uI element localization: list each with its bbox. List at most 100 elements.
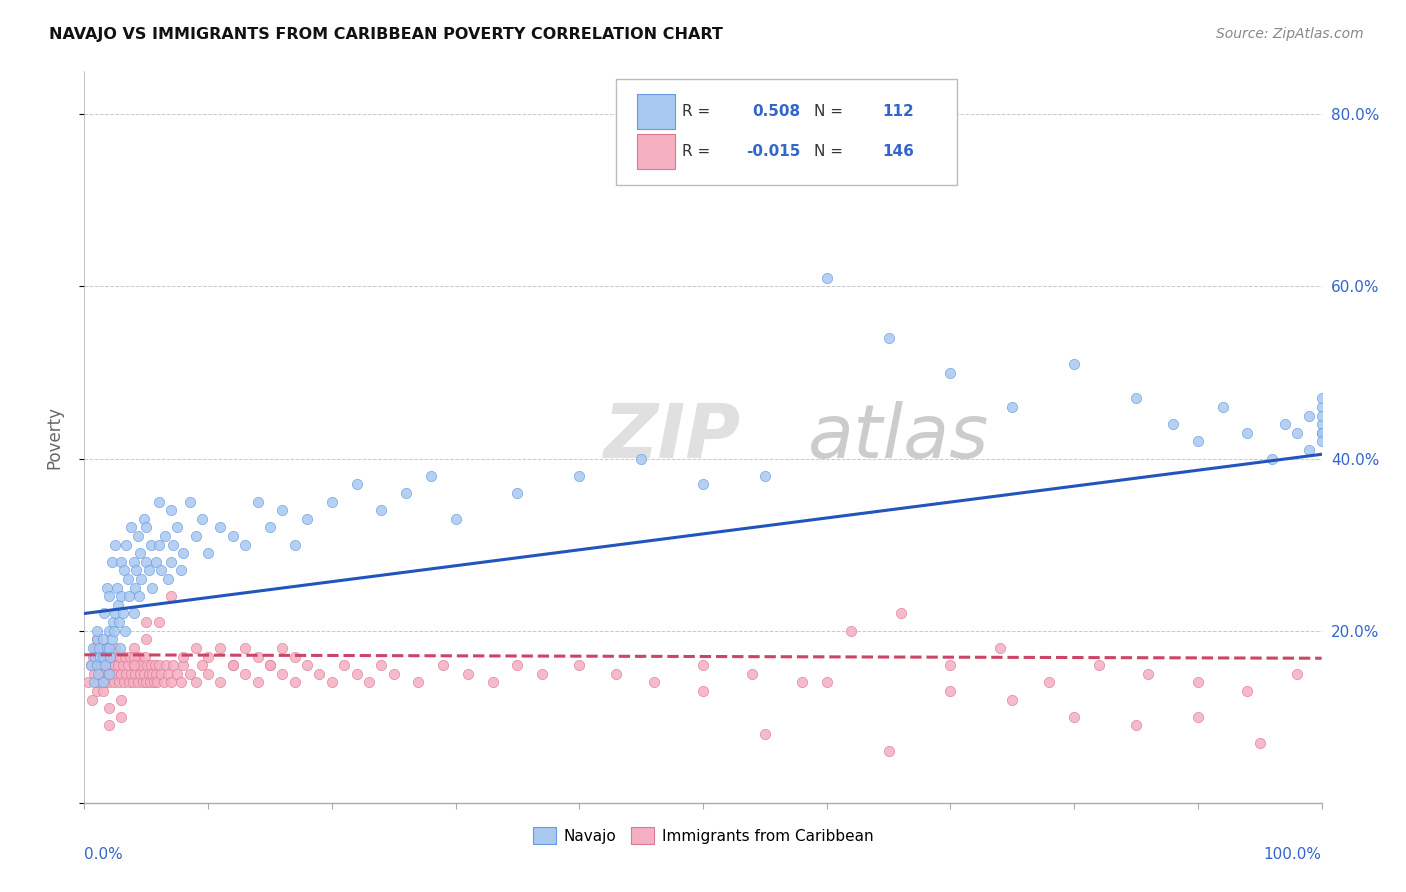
Point [110,710,132,724]
Point [197,649,219,664]
Point [127,529,149,543]
Text: N =: N = [814,104,848,120]
Point [127,675,149,690]
Point [395,486,418,500]
Point [1249,735,1271,749]
Point [408,675,430,690]
Point [87,675,110,690]
Point [91,649,114,664]
Text: 0.0%: 0.0% [84,847,124,862]
Point [129,546,152,560]
Point [346,477,368,491]
Point [939,684,962,698]
Point [1187,710,1209,724]
FancyBboxPatch shape [616,78,956,185]
Point [160,675,183,690]
Point [148,538,170,552]
Point [91,632,114,647]
Point [131,675,153,690]
Point [112,564,135,578]
Text: ZIP: ZIP [605,401,741,474]
Point [84,640,107,655]
Point [1063,357,1085,371]
Point [135,675,157,690]
Point [83,675,105,690]
Point [271,503,294,517]
Point [98,658,121,673]
Point [82,649,104,664]
Point [122,658,145,673]
Point [98,649,121,664]
Point [111,607,134,621]
Point [877,744,900,758]
Point [132,666,155,681]
Point [162,658,184,673]
Point [246,675,269,690]
Point [87,666,110,681]
Point [117,572,139,586]
Point [114,649,136,664]
Point [77,675,100,690]
Point [134,649,156,664]
Point [145,666,167,681]
Point [105,666,128,681]
Point [148,494,170,508]
Point [162,538,184,552]
Point [284,649,307,664]
Point [1161,417,1184,432]
Point [138,666,160,681]
Point [939,658,962,673]
Point [83,666,105,681]
Point [101,615,124,629]
Point [108,615,131,629]
Point [98,624,121,638]
Point [153,529,176,543]
Point [197,546,219,560]
Point [1310,400,1333,414]
Point [138,564,160,578]
Point [129,666,152,681]
Point [1236,684,1258,698]
Point [129,572,152,586]
Point [1310,425,1333,440]
Point [444,512,467,526]
Point [104,607,127,621]
Point [157,572,180,586]
Point [110,589,132,603]
Point [118,589,141,603]
Point [457,666,479,681]
Point [86,624,108,638]
Point [1187,434,1209,449]
Point [135,520,157,534]
Point [568,468,591,483]
Text: Source: ZipAtlas.com: Source: ZipAtlas.com [1216,27,1364,41]
Point [284,675,307,690]
Point [121,675,143,690]
Point [1310,417,1333,432]
Point [122,607,145,621]
Bar [637,94,675,129]
Point [89,640,111,655]
Point [157,666,180,681]
Point [94,658,117,673]
Point [1063,710,1085,724]
Point [1187,675,1209,690]
Point [877,331,900,345]
Point [1310,434,1333,449]
Point [104,538,127,552]
Point [96,581,118,595]
Point [160,589,183,603]
Point [107,658,129,673]
Point [419,468,441,483]
Point [139,675,162,690]
Point [79,658,101,673]
Point [114,624,136,638]
Point [132,512,155,526]
Point [246,649,269,664]
Point [370,503,392,517]
Point [321,675,343,690]
Point [136,658,159,673]
Point [125,564,148,578]
Text: R =: R = [682,145,716,160]
Point [96,640,118,655]
